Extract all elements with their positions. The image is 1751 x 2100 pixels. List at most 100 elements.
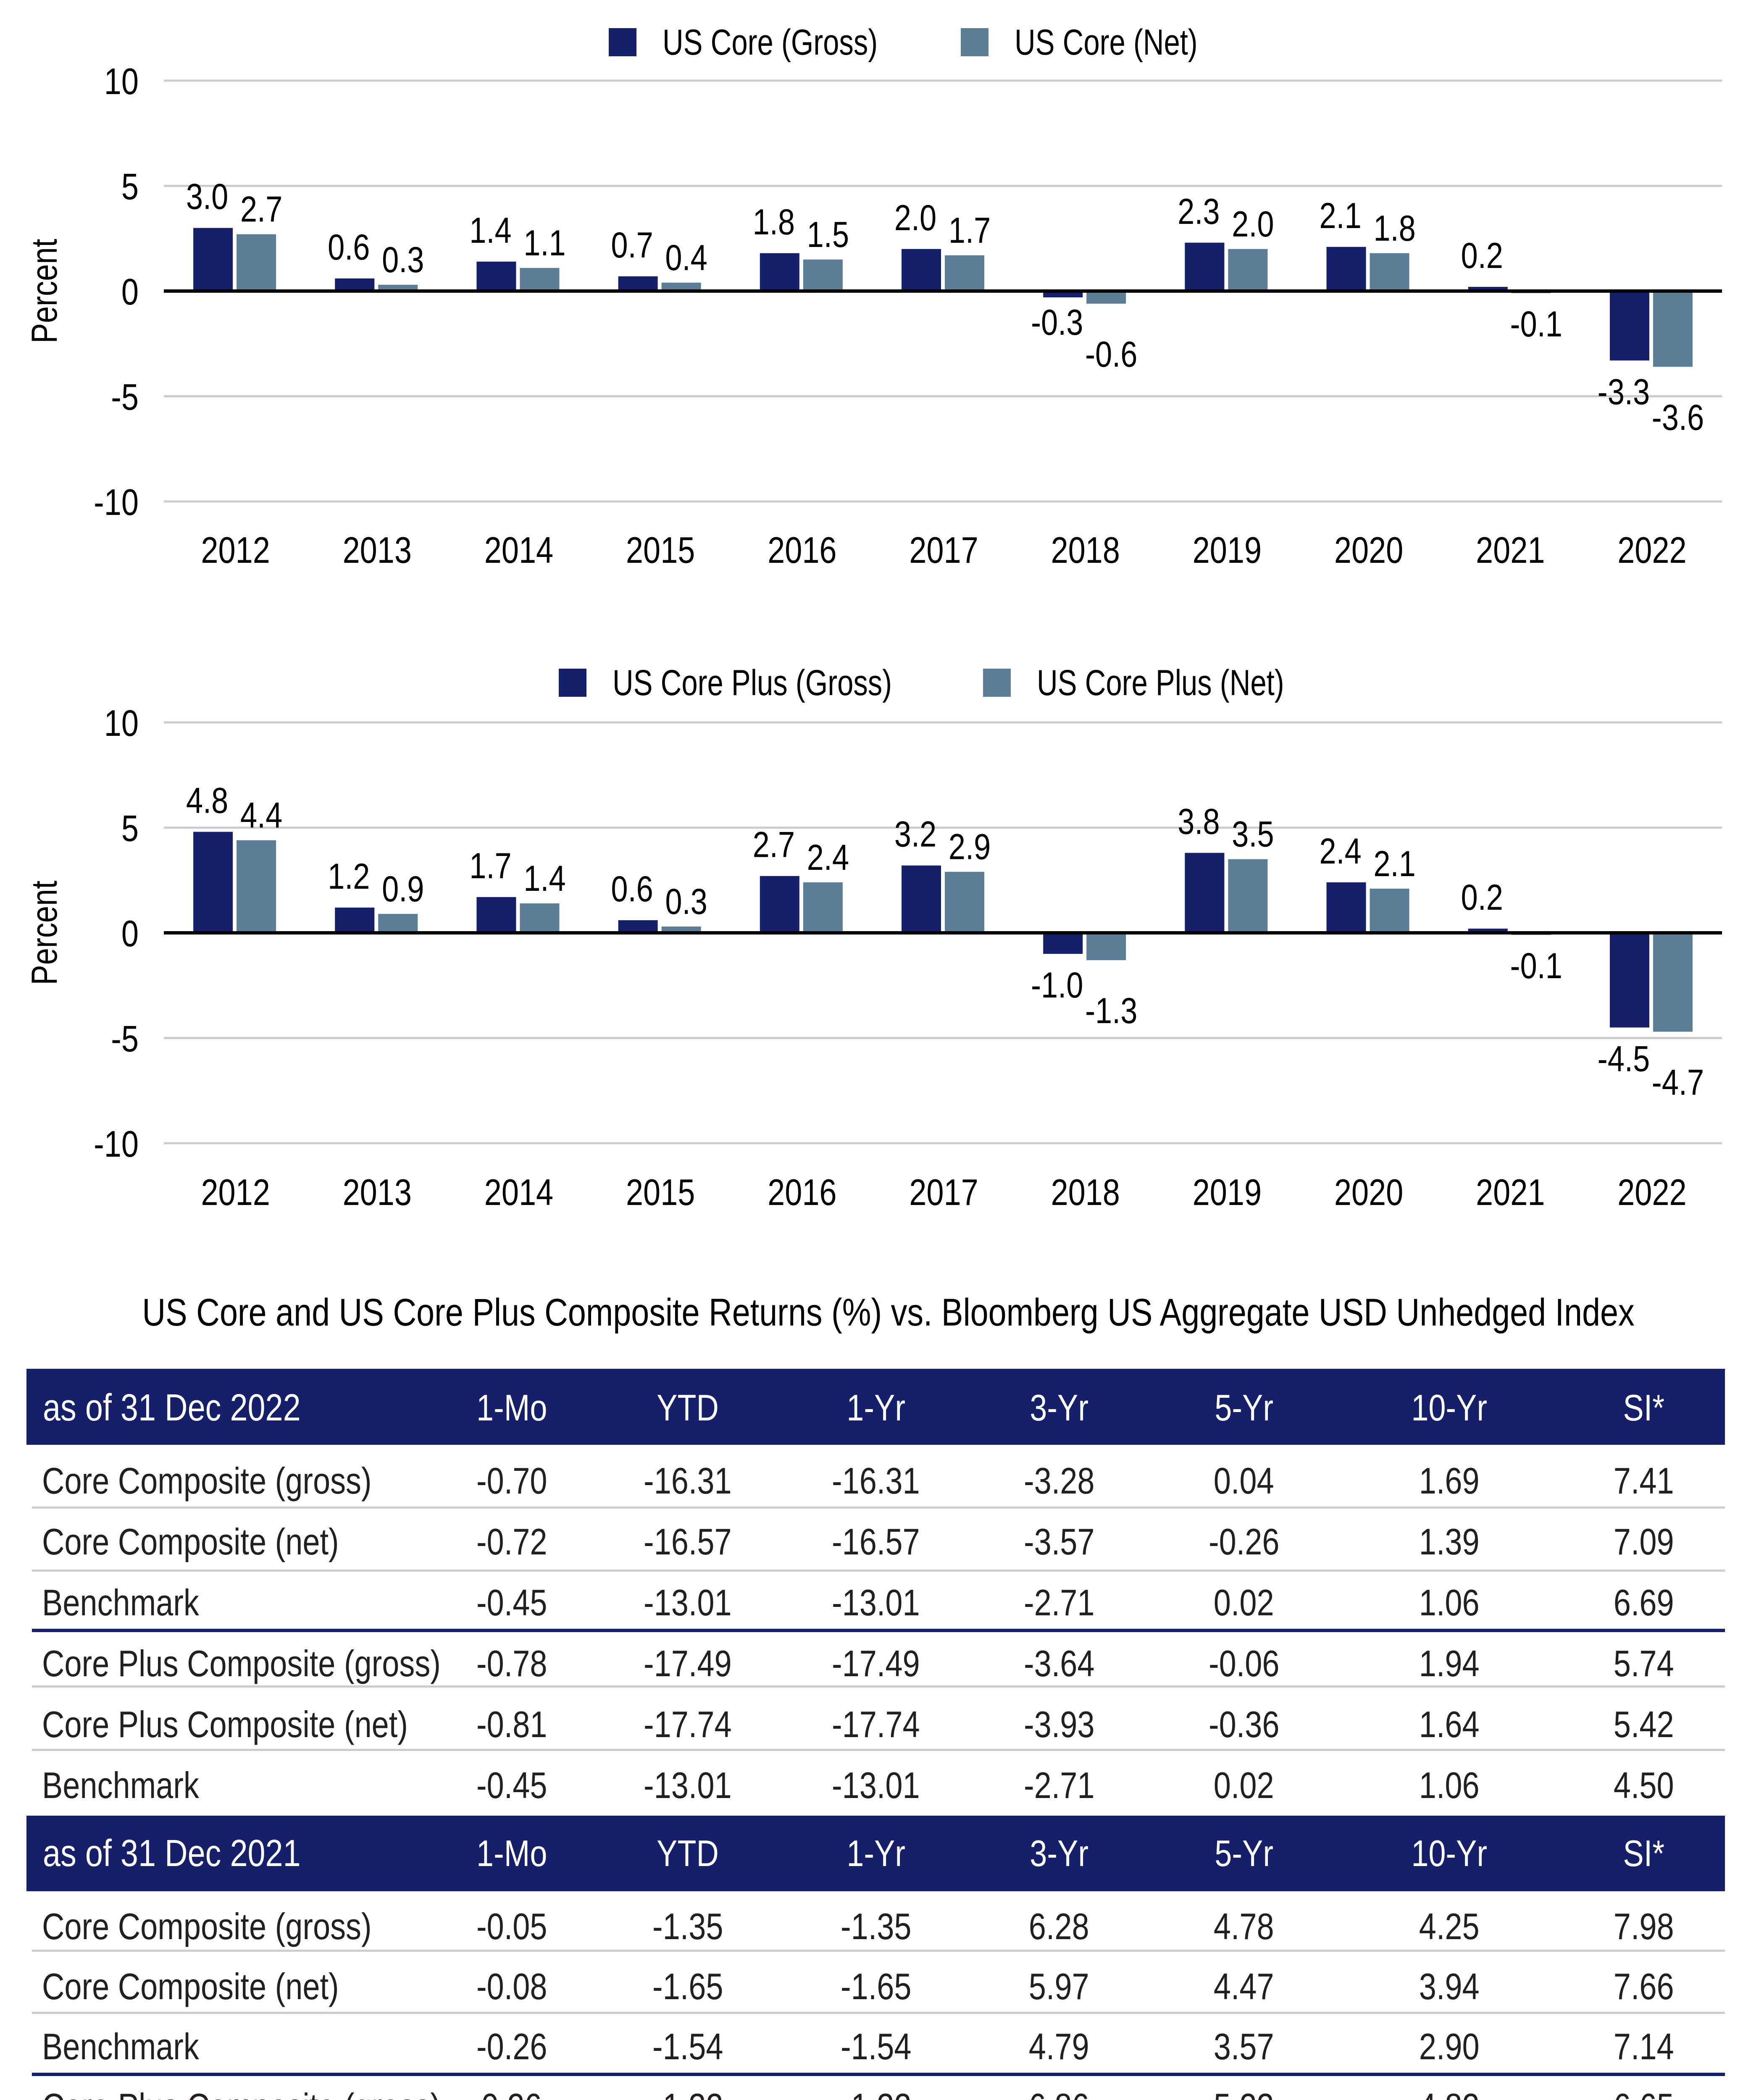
cell-value: 4.25 xyxy=(1344,1906,1554,1948)
x-tick-label: 2012 xyxy=(201,530,270,571)
row-label-text: Core Plus Composite (gross) xyxy=(42,1643,441,1684)
cell-value-text: 1.69 xyxy=(1419,1460,1480,1502)
row-label-text: Core Composite (gross) xyxy=(42,1460,372,1502)
cell-value-text: -1.54 xyxy=(652,2026,723,2067)
cell-value-text: 1.94 xyxy=(1419,1643,1480,1684)
column-header-text: 1-Yr xyxy=(847,1387,905,1428)
cell-value: -0.08 xyxy=(407,1966,617,2008)
cell-value-text: -17.74 xyxy=(832,1704,920,1745)
bar-gross xyxy=(335,278,375,291)
y-axis-label: Percent xyxy=(24,881,64,985)
row-label-text: Benchmark xyxy=(42,1582,199,1623)
cell-value-text: 5.97 xyxy=(1029,1966,1089,2007)
table-header-date-text: as of 31 Dec 2021 xyxy=(43,1832,301,1874)
cell-value: -0.36 xyxy=(1139,1704,1349,1746)
column-header: 1-Mo xyxy=(407,1832,617,1874)
cell-value: 6.65 xyxy=(1539,2086,1749,2100)
data-label-gross: 0.2 xyxy=(1461,877,1503,917)
cell-value-text: -17.49 xyxy=(832,1643,920,1684)
bar-net xyxy=(520,268,560,291)
column-header: 3-Yr xyxy=(954,1832,1164,1874)
cell-value-text: -16.31 xyxy=(644,1460,732,1502)
cell-value: -13.01 xyxy=(583,1582,793,1624)
data-label-net: -1.3 xyxy=(1085,990,1137,1031)
cell-value-text: -0.05 xyxy=(476,1906,547,1947)
bar-net xyxy=(237,840,276,933)
legend-label-net: US Core (Net) xyxy=(1015,22,1198,63)
cell-value: -3.64 xyxy=(954,1643,1164,1685)
cell-value-text: -1.32 xyxy=(652,2086,723,2100)
bar-gross xyxy=(1468,928,1508,933)
row-divider xyxy=(32,1950,1725,1952)
y-tick-label: 5 xyxy=(121,166,139,207)
y-tick-label: 0 xyxy=(121,271,139,313)
data-label-gross: 0.6 xyxy=(328,227,370,267)
x-tick-label: 2022 xyxy=(1617,1172,1686,1213)
row-divider xyxy=(32,1685,1725,1688)
cell-value-text: -16.57 xyxy=(832,1521,920,1562)
cell-value: 7.98 xyxy=(1539,1906,1749,1948)
row-label: Core Plus Composite (gross) xyxy=(42,2086,517,2100)
cell-value-text: -1.65 xyxy=(840,1966,912,2007)
cell-value-text: -0.81 xyxy=(476,1704,547,1745)
bar-net xyxy=(803,882,843,933)
cell-value-text: 6.86 xyxy=(1029,2086,1089,2100)
column-header: YTD xyxy=(583,1832,793,1874)
bar-net xyxy=(1228,249,1268,291)
cell-value-text: 0.02 xyxy=(1214,1582,1274,1623)
x-tick-label: 2015 xyxy=(626,1172,695,1213)
bar-net xyxy=(1653,291,1693,367)
data-label-gross: -0.3 xyxy=(1031,302,1083,342)
data-label-gross: -3.3 xyxy=(1598,371,1650,412)
column-header-text: 10-Yr xyxy=(1411,1832,1488,1874)
cell-value: -0.26 xyxy=(1139,1521,1349,1563)
cell-value: -0.45 xyxy=(407,1582,617,1624)
y-axis-label: Percent xyxy=(24,239,64,344)
row-label: Core Composite (net) xyxy=(42,1521,395,1563)
cell-value: 7.14 xyxy=(1539,2026,1749,2068)
column-header-text: 5-Yr xyxy=(1215,1387,1273,1428)
bar-net xyxy=(1086,291,1126,304)
table-header-date-text: as of 31 Dec 2022 xyxy=(43,1387,301,1429)
row-label: Core Composite (gross) xyxy=(42,1906,434,1948)
cell-value-text: -0.72 xyxy=(476,1521,547,1562)
cell-value-text: -0.26 xyxy=(1208,1521,1280,1562)
row-label: Core Composite (net) xyxy=(42,1966,395,2008)
x-tick-label: 2017 xyxy=(909,530,978,571)
column-header-text: 10-Yr xyxy=(1411,1387,1488,1428)
data-label-net: 1.4 xyxy=(523,858,565,898)
column-header: 5-Yr xyxy=(1139,1832,1349,1874)
cell-value-text: -0.06 xyxy=(1208,1643,1280,1684)
column-header-text: 1-Mo xyxy=(476,1387,547,1428)
cell-value-text: 7.09 xyxy=(1614,1521,1674,1562)
data-label-gross: 2.1 xyxy=(1319,195,1361,236)
cell-value: -0.26 xyxy=(407,2026,617,2068)
cell-value-text: -17.49 xyxy=(644,1643,732,1684)
column-header: 1-Mo xyxy=(407,1387,617,1429)
data-label-net: 4.4 xyxy=(240,795,282,835)
row-divider xyxy=(32,1507,1725,1509)
cell-value-text: 2.90 xyxy=(1419,2026,1480,2067)
cell-value: 5.23 xyxy=(1139,2086,1349,2100)
cell-value: -3.28 xyxy=(954,1460,1164,1502)
data-label-net: 2.9 xyxy=(949,827,991,867)
bar-net xyxy=(1370,888,1409,933)
data-label-net: 1.7 xyxy=(949,210,991,250)
cell-value: -17.49 xyxy=(583,1643,793,1685)
data-label-gross: 3.2 xyxy=(894,814,936,854)
data-label-gross: 3.0 xyxy=(186,176,228,217)
row-label: Benchmark xyxy=(42,2026,229,2068)
cell-value: 3.94 xyxy=(1344,1966,1554,2008)
cell-value: 1.94 xyxy=(1344,1643,1554,1685)
cell-value: 0.02 xyxy=(1139,1582,1349,1624)
cell-value-text: 5.42 xyxy=(1614,1704,1674,1745)
section-divider xyxy=(32,1629,1725,1632)
bar-net xyxy=(661,282,701,291)
data-label-gross: 2.3 xyxy=(1178,191,1220,231)
x-tick-label: 2019 xyxy=(1193,530,1262,571)
data-label-net: 2.4 xyxy=(807,837,849,877)
x-tick-label: 2022 xyxy=(1617,530,1686,571)
column-header: SI* xyxy=(1539,1832,1749,1874)
